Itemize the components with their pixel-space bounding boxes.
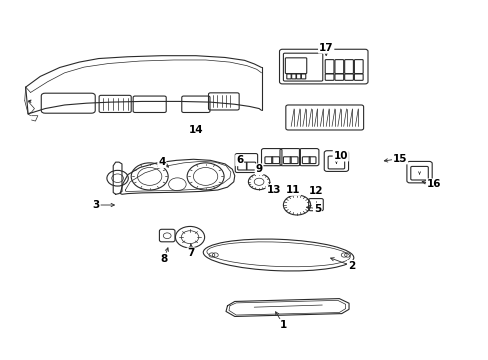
Text: 14: 14	[188, 125, 203, 135]
Text: 2: 2	[347, 261, 354, 271]
Text: 11: 11	[285, 185, 300, 195]
Text: 13: 13	[266, 185, 280, 195]
Text: 6: 6	[236, 156, 243, 165]
Text: 17: 17	[318, 43, 333, 53]
Text: 8: 8	[161, 253, 167, 264]
Text: 10: 10	[333, 151, 347, 161]
Text: 5: 5	[313, 203, 321, 213]
Text: 9: 9	[255, 164, 262, 174]
Text: 16: 16	[426, 179, 441, 189]
Text: 4: 4	[158, 157, 165, 167]
Text: 1: 1	[279, 320, 286, 330]
Text: 3: 3	[92, 200, 100, 210]
Text: 12: 12	[308, 186, 323, 197]
Text: 7: 7	[187, 248, 194, 258]
Text: 15: 15	[392, 154, 407, 163]
